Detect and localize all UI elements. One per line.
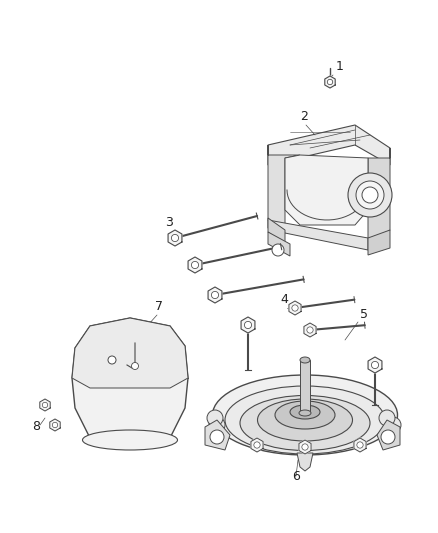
Polygon shape <box>268 125 390 165</box>
Circle shape <box>348 173 392 217</box>
Ellipse shape <box>212 375 398 455</box>
Circle shape <box>362 187 378 203</box>
Polygon shape <box>268 218 285 244</box>
Polygon shape <box>325 76 335 88</box>
Circle shape <box>209 417 225 433</box>
Polygon shape <box>285 155 368 225</box>
Circle shape <box>42 402 48 408</box>
Polygon shape <box>368 230 390 255</box>
Ellipse shape <box>275 401 335 429</box>
Polygon shape <box>205 420 230 450</box>
Ellipse shape <box>299 410 311 416</box>
Polygon shape <box>368 357 382 373</box>
Polygon shape <box>168 230 182 246</box>
Text: 1: 1 <box>336 60 344 73</box>
Polygon shape <box>40 399 50 411</box>
Circle shape <box>52 422 58 427</box>
Ellipse shape <box>225 386 385 454</box>
Text: 7: 7 <box>155 300 163 313</box>
Polygon shape <box>354 438 366 452</box>
Ellipse shape <box>258 399 353 441</box>
Polygon shape <box>72 318 188 438</box>
Circle shape <box>302 444 308 450</box>
Circle shape <box>244 321 251 329</box>
Polygon shape <box>289 301 301 315</box>
Polygon shape <box>72 318 188 388</box>
Polygon shape <box>304 323 316 337</box>
Ellipse shape <box>240 395 370 450</box>
Circle shape <box>207 410 223 426</box>
Polygon shape <box>188 257 202 273</box>
Polygon shape <box>251 438 263 452</box>
Ellipse shape <box>82 430 177 450</box>
Circle shape <box>108 356 116 364</box>
Circle shape <box>357 442 363 448</box>
Text: 5: 5 <box>360 308 368 321</box>
Polygon shape <box>268 220 368 250</box>
Text: 6: 6 <box>292 470 300 483</box>
Circle shape <box>379 410 395 426</box>
Circle shape <box>272 244 284 256</box>
Ellipse shape <box>290 405 320 419</box>
Circle shape <box>254 442 260 448</box>
Polygon shape <box>377 420 400 450</box>
Text: 3: 3 <box>165 216 173 229</box>
Polygon shape <box>268 232 290 256</box>
Polygon shape <box>50 419 60 431</box>
Circle shape <box>385 417 401 433</box>
Circle shape <box>307 327 313 333</box>
Circle shape <box>371 361 378 369</box>
Circle shape <box>381 430 395 444</box>
Circle shape <box>191 261 198 269</box>
Circle shape <box>131 362 138 369</box>
Polygon shape <box>268 145 300 232</box>
Polygon shape <box>299 440 311 454</box>
Text: 4: 4 <box>280 293 288 306</box>
Circle shape <box>171 235 179 241</box>
Circle shape <box>356 181 384 209</box>
Polygon shape <box>300 360 310 413</box>
Circle shape <box>292 305 298 311</box>
Ellipse shape <box>300 357 310 363</box>
Polygon shape <box>241 317 255 333</box>
Text: 2: 2 <box>300 110 308 123</box>
Circle shape <box>327 79 333 85</box>
Polygon shape <box>208 287 222 303</box>
Polygon shape <box>368 148 390 240</box>
Polygon shape <box>297 453 313 471</box>
Circle shape <box>210 430 224 444</box>
Circle shape <box>212 292 219 298</box>
Text: 8: 8 <box>32 420 40 433</box>
